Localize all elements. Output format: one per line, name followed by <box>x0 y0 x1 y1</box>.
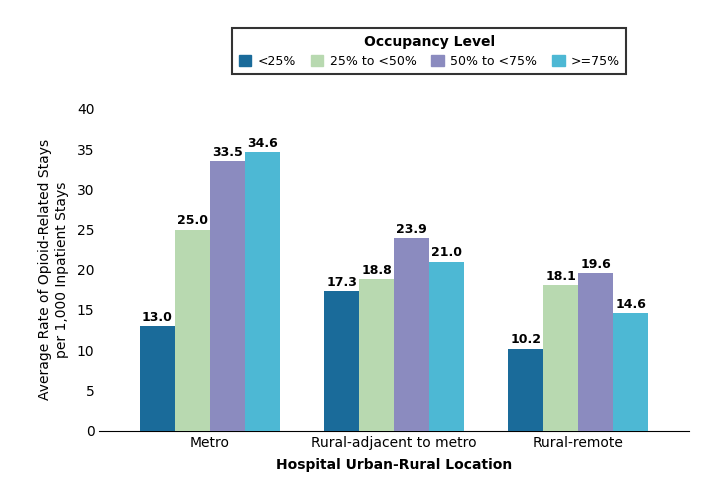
Bar <box>245 152 280 431</box>
Bar <box>578 273 613 431</box>
Bar <box>543 285 578 431</box>
Text: 21.0: 21.0 <box>431 247 462 259</box>
Text: 18.8: 18.8 <box>361 264 392 277</box>
Text: 19.6: 19.6 <box>580 257 611 271</box>
Bar <box>324 292 359 431</box>
Y-axis label: Average Rate of Opioid-Related Stays
per 1,000 Inpatient Stays: Average Rate of Opioid-Related Stays per… <box>38 139 69 400</box>
Bar <box>429 262 464 431</box>
Text: 10.2: 10.2 <box>510 333 541 346</box>
Bar <box>175 230 210 431</box>
Text: 18.1: 18.1 <box>545 270 576 283</box>
Bar <box>613 313 648 431</box>
Text: 17.3: 17.3 <box>326 276 357 289</box>
Bar <box>394 239 429 431</box>
Bar <box>508 348 543 431</box>
Text: 23.9: 23.9 <box>396 223 427 236</box>
Legend: <25%, 25% to <50%, 50% to <75%, >=75%: <25%, 25% to <50%, 50% to <75%, >=75% <box>232 28 626 74</box>
Text: 25.0: 25.0 <box>177 214 208 227</box>
Text: 34.6: 34.6 <box>247 137 278 150</box>
Text: 13.0: 13.0 <box>142 311 173 324</box>
Bar <box>359 279 394 431</box>
X-axis label: Hospital Urban-Rural Location: Hospital Urban-Rural Location <box>276 458 512 472</box>
Text: 14.6: 14.6 <box>616 298 646 311</box>
Text: 33.5: 33.5 <box>212 146 243 159</box>
Bar <box>140 326 175 431</box>
Bar <box>210 161 245 431</box>
